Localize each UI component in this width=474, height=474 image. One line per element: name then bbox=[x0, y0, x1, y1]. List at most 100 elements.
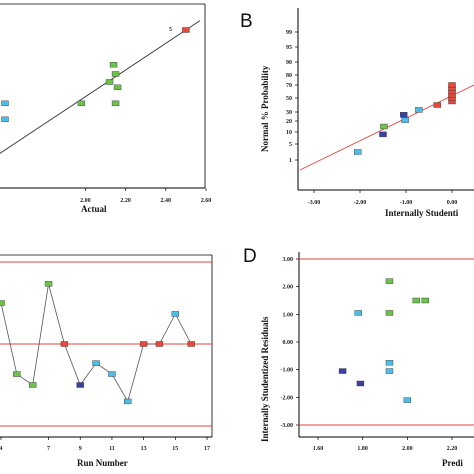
panel-b-y-tick-label: 95 bbox=[286, 45, 292, 51]
panel-b-ticks: 1 5 10 20 30 50 70 80 90 95 99 -3.00 -2.00 -1.00 0.00 bbox=[286, 30, 457, 206]
panel-b-y-tick-label: 1 bbox=[289, 158, 292, 164]
panel-c-points bbox=[0, 281, 195, 405]
panel-c-point bbox=[76, 382, 84, 388]
panel-c-point bbox=[155, 341, 164, 347]
panel-a-x-tick-label: 2.20 bbox=[120, 198, 131, 204]
panel-c-point bbox=[28, 382, 37, 388]
panel-a-point bbox=[182, 27, 190, 33]
panel-b-point bbox=[354, 149, 362, 155]
panel-d-label: D bbox=[243, 246, 257, 267]
panel-d-point bbox=[421, 297, 429, 304]
panel-b-label: B bbox=[240, 11, 253, 32]
panel-b-point bbox=[415, 107, 423, 113]
panel-c-x-ticks: 4 7 9 11 13 15 17 bbox=[0, 437, 210, 452]
panel-c-x-tick-label: 11 bbox=[109, 446, 115, 452]
panel-b-x-tick-label: -3.00 bbox=[308, 200, 321, 206]
panel-b-y-tick-label: 90 bbox=[286, 60, 292, 66]
panel-a-point bbox=[111, 71, 120, 77]
panel-b-point bbox=[379, 131, 387, 138]
panel-b-point bbox=[401, 117, 409, 123]
panel-a-point-annotation: 5 bbox=[169, 27, 172, 33]
panel-b-x-tick-label: 0.00 bbox=[447, 200, 458, 206]
panel-a-point bbox=[1, 100, 9, 107]
panel-b: B 1 5 10 20 30 50 70 80 90 95 99 -3.00 -2.00 -1.00 0.0… bbox=[240, 8, 474, 218]
panel-d-point bbox=[385, 368, 394, 374]
panel-a-x-axis-label: Actual bbox=[81, 204, 107, 214]
panel-d-y-tick-label: -1.00 bbox=[281, 368, 294, 374]
panel-b-y-tick-label: 10 bbox=[286, 130, 292, 136]
panel-d-y-axis-label: Internally Studentized Residuals bbox=[260, 316, 270, 442]
panel-a-anchor bbox=[0, 5, 1, 6]
panel-c-point bbox=[171, 311, 180, 317]
panel-c-x-tick-label: 15 bbox=[172, 446, 178, 452]
panel-c-point bbox=[60, 341, 69, 347]
panel-d-y-tick-label: 0.00 bbox=[283, 340, 294, 346]
panel-a-x-ticks: 2.00 2.20 2.40 2.60 bbox=[80, 188, 211, 204]
panel-b-y-tick-label: 50 bbox=[286, 96, 292, 102]
panel-a-x-tick-label: 2.40 bbox=[161, 198, 172, 204]
panel-d-point bbox=[385, 360, 394, 366]
panel-b-point bbox=[380, 123, 388, 130]
panel-d-x-tick-label: 1.60 bbox=[313, 446, 324, 452]
panel-d-ticks: 3.00 2.00 1.00 0.00 -1.00 -2.00 -3.00 1.60 1.80 2… bbox=[281, 257, 458, 452]
panel-b-point bbox=[433, 102, 441, 108]
panel-d-x-axis-label: Predi bbox=[442, 458, 463, 468]
panel-a-point bbox=[105, 79, 114, 85]
panel-d-y-tick-label: 1.00 bbox=[283, 312, 294, 318]
panel-d-points bbox=[338, 278, 429, 403]
panel-d-point bbox=[356, 380, 365, 387]
panel-c-limit-lines bbox=[0, 261, 212, 427]
panel-b-x-tick-label: -1.00 bbox=[400, 200, 413, 206]
panel-b-y-tick-label: 70 bbox=[286, 83, 292, 89]
panel-c-point bbox=[108, 371, 116, 377]
panel-a-points bbox=[1, 27, 190, 123]
panel-d-y-tick-label: 3.00 bbox=[283, 257, 294, 263]
panel-b-x-tick-label: -2.00 bbox=[354, 200, 367, 206]
panel-b-points bbox=[354, 82, 456, 155]
panel-c-x-tick-label: 13 bbox=[141, 446, 147, 452]
panel-d-y-tick-label: -3.00 bbox=[281, 423, 294, 429]
panel-c-point bbox=[139, 341, 148, 347]
panel-d-limit-lines bbox=[299, 258, 474, 426]
panel-a-point bbox=[1, 116, 9, 123]
panel-c-x-tick-label: 9 bbox=[79, 446, 82, 452]
panel-d-x-tick-label: 2.00 bbox=[402, 446, 413, 452]
panel-d-x-tick-label: 2.20 bbox=[447, 446, 458, 452]
panel-c-point bbox=[124, 398, 132, 405]
panel-b-y-tick-label: 5 bbox=[289, 142, 292, 148]
panel-b-point bbox=[448, 82, 456, 88]
panel-a: 2.00 2.20 2.40 2.60 5 Actual bbox=[0, 3, 211, 214]
panel-a-point bbox=[111, 100, 120, 107]
panel-a-fit-line bbox=[0, 20, 201, 154]
panel-d-point bbox=[385, 310, 394, 316]
panel-c-point bbox=[44, 281, 53, 287]
panel-d-point bbox=[385, 278, 394, 284]
panel-a-point bbox=[109, 61, 118, 68]
panel-c-x-tick-label: 17 bbox=[204, 446, 210, 452]
panel-c-point bbox=[187, 341, 195, 347]
panel-b-point bbox=[400, 111, 408, 118]
panel-c: 4 7 9 11 13 15 17 Run Number bbox=[0, 254, 213, 468]
panel-c-x-axis-label: Run Number bbox=[77, 458, 128, 468]
panel-d-point bbox=[412, 297, 420, 304]
panel-a-x-tick-label: 2.00 bbox=[80, 198, 91, 204]
panel-d: D 3.00 2.00 1.00 0.00 -1.00 -2.00 -3.00 1.60 1.8… bbox=[243, 246, 474, 468]
panel-d-y-tick-label: 2.00 bbox=[283, 285, 294, 291]
panel-d-x-tick-label: 1.80 bbox=[357, 446, 368, 452]
panel-d-y-tick-label: -2.00 bbox=[281, 395, 294, 401]
panel-c-point bbox=[0, 300, 5, 306]
panel-d-point bbox=[354, 310, 362, 316]
panel-d-point bbox=[403, 397, 412, 403]
panel-b-y-tick-label: 99 bbox=[286, 30, 292, 36]
panel-c-x-tick-label: 4 bbox=[0, 446, 3, 452]
panel-c-point bbox=[13, 371, 21, 377]
panel-c-x-tick-label: 7 bbox=[47, 446, 50, 452]
panel-b-y-tick-label: 20 bbox=[286, 119, 292, 125]
panel-c-point bbox=[92, 360, 100, 366]
panel-b-x-axis-label: Internally Studenti bbox=[385, 208, 459, 218]
panel-b-y-tick-label: 30 bbox=[286, 110, 292, 116]
panel-a-point bbox=[113, 84, 122, 91]
panel-b-y-tick-label: 80 bbox=[286, 73, 292, 79]
panel-b-y-axis-label: Normal % Probability bbox=[260, 65, 270, 152]
